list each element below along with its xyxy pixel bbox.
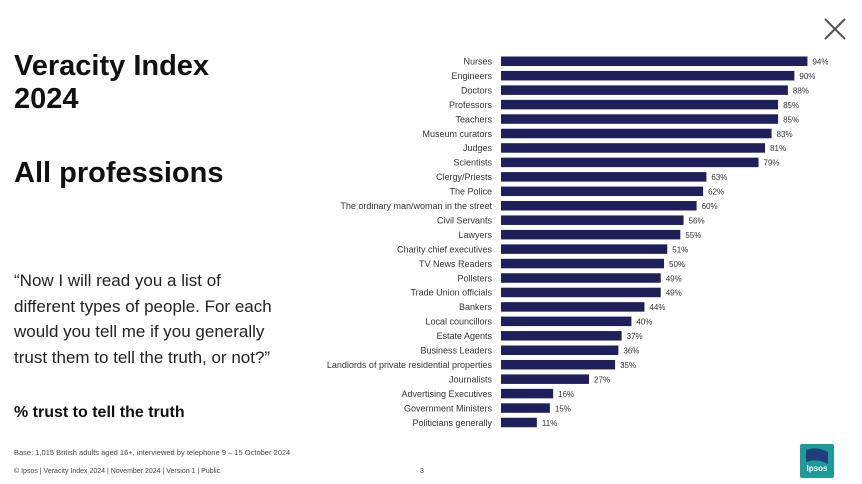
category-label: Civil Servants	[437, 215, 493, 225]
category-label: Government Ministers	[404, 403, 493, 413]
bar	[501, 244, 668, 254]
bar	[501, 273, 661, 283]
value-label: 81%	[770, 144, 786, 153]
ipsos-logo: Ipsos	[800, 444, 834, 478]
category-label: Advertising Executives	[401, 389, 492, 399]
value-label: 56%	[689, 216, 705, 225]
bar	[501, 374, 590, 384]
bar	[501, 56, 808, 66]
bar	[501, 172, 707, 182]
category-label: Bankers	[459, 302, 493, 312]
bar	[501, 114, 779, 124]
category-label: Scientists	[453, 158, 492, 168]
category-label: Professors	[449, 100, 493, 110]
value-label: 16%	[558, 390, 574, 399]
value-label: 85%	[783, 101, 799, 110]
value-label: 85%	[783, 115, 799, 124]
value-label: 60%	[702, 202, 718, 211]
category-label: Engineers	[451, 71, 492, 81]
bar	[501, 157, 759, 168]
bar	[501, 99, 779, 110]
bar	[501, 359, 616, 370]
category-label: Doctors	[461, 85, 493, 95]
category-label: Charity chief executives	[397, 244, 493, 254]
value-label: 62%	[708, 188, 724, 197]
value-label: 90%	[799, 72, 815, 81]
value-label: 51%	[672, 245, 688, 254]
category-label: The Police	[449, 187, 492, 197]
category-label: TV News Readers	[419, 259, 493, 269]
category-label: The ordinary man/woman in the street	[340, 201, 492, 211]
close-icon[interactable]	[822, 16, 848, 42]
category-label: Pollsters	[457, 273, 492, 283]
category-label: Teachers	[455, 114, 492, 124]
base-note: Base: 1,015 British adults aged 16+, int…	[14, 448, 291, 457]
category-label: Nurses	[463, 57, 492, 67]
category-label: Trade Union officials	[410, 288, 492, 298]
value-label: 27%	[594, 375, 610, 384]
survey-question: “Now I will read you a list of different…	[14, 271, 272, 367]
slide-title-line1: Veracity Index	[14, 50, 210, 82]
value-label: 49%	[666, 274, 682, 283]
value-label: 94%	[812, 58, 828, 67]
category-label: Business Leaders	[420, 346, 492, 356]
category-label: Journalists	[449, 374, 493, 384]
value-label: 35%	[620, 361, 636, 370]
category-label: Local councillors	[425, 317, 492, 327]
bar	[501, 215, 684, 225]
category-label: Politicians generally	[412, 418, 492, 428]
bar	[501, 316, 632, 327]
bar	[501, 417, 537, 428]
bar	[501, 70, 795, 81]
slide-subtitle: All professions	[14, 157, 224, 189]
value-label: 49%	[666, 289, 682, 298]
bar	[501, 302, 645, 312]
category-label: Judges	[463, 143, 493, 153]
value-label: 37%	[627, 332, 643, 341]
category-label: Landlords of private residential propert…	[327, 360, 493, 370]
category-label: Lawyers	[458, 230, 492, 240]
bar	[501, 388, 554, 399]
value-label: 11%	[542, 419, 557, 428]
bar	[501, 287, 661, 298]
bar	[501, 186, 704, 197]
bar	[501, 143, 766, 153]
category-label: Museum curators	[422, 129, 492, 139]
bar	[501, 258, 664, 269]
bar	[501, 229, 681, 240]
page-number: 3	[420, 468, 424, 475]
value-label: 88%	[793, 86, 809, 95]
logo-text: Ipsos	[807, 464, 828, 473]
bar	[501, 331, 622, 341]
value-label: 44%	[649, 303, 665, 312]
value-label: 63%	[711, 173, 727, 182]
category-label: Clergy/Priests	[436, 172, 493, 182]
value-label: 83%	[777, 130, 793, 139]
logo-accent-shape	[806, 448, 828, 464]
category-label: Estate Agents	[436, 331, 492, 341]
value-label: 55%	[685, 231, 701, 240]
value-label: 50%	[669, 260, 685, 269]
footer-text: © Ipsos | Veracity Index 2024 | November…	[14, 468, 221, 475]
measure-label: % trust to tell the truth	[14, 404, 185, 421]
slide-title: Veracity Index 2024	[14, 50, 209, 116]
value-label: 40%	[636, 318, 652, 327]
value-label: 36%	[623, 347, 639, 356]
bar	[501, 403, 550, 413]
bar	[501, 345, 619, 355]
bar	[501, 201, 697, 211]
bar	[501, 85, 788, 95]
value-label: 79%	[764, 159, 780, 168]
bar	[501, 128, 772, 139]
slide-title-line2: 2024	[14, 83, 79, 115]
value-label: 15%	[555, 404, 571, 413]
